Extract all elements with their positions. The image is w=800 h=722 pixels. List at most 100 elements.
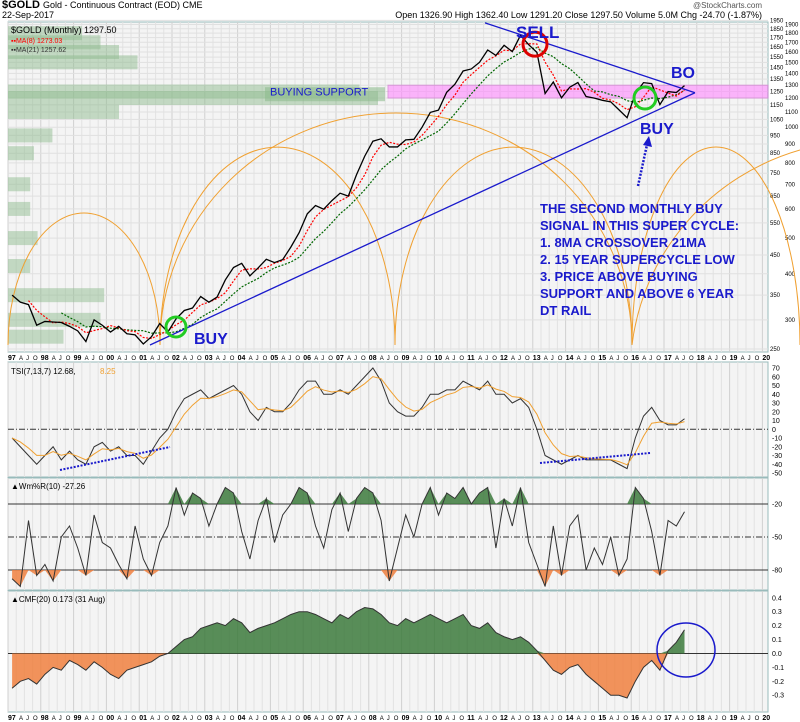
volume-by-price-bar: [8, 329, 64, 344]
y-tick-label: 1750: [770, 36, 784, 42]
downtrend-line: [484, 22, 696, 94]
x-minor-label: A: [478, 356, 482, 362]
positive-area: [12, 607, 685, 654]
x-minor-label: A: [249, 356, 253, 362]
y-tick-label: 1600: [785, 50, 799, 56]
x-minor-label: J: [748, 716, 751, 722]
x-minor-label: O: [722, 356, 727, 362]
x-minor-label: O: [33, 716, 38, 722]
x-minor-label: J: [321, 716, 324, 722]
x-tick-label: 03: [205, 715, 213, 722]
x-tick-label: 11: [467, 715, 475, 722]
x-tick-label: 20: [762, 715, 770, 722]
cmf-legend: ▲CMF(20) 0.173 (31 Aug): [11, 595, 106, 604]
x-minor-label: O: [558, 716, 563, 722]
y-tick-label: 20: [772, 409, 780, 416]
x-minor-label: O: [623, 356, 628, 362]
y-tick-label: 0.1: [772, 637, 782, 644]
y-tick-label: -10: [772, 436, 782, 443]
volume-by-price-bar: [8, 312, 101, 327]
description: Gold - Continuous Contract (EOD) CME: [42, 0, 203, 10]
annotation-note-line: 1. 8MA CROSSOVER 21MA: [540, 235, 707, 250]
y-tick-label: 1250: [770, 89, 784, 95]
x-tick-label: 13: [533, 715, 541, 722]
x-minor-label: A: [85, 716, 89, 722]
x-tick-label: 16: [631, 355, 639, 362]
x-minor-label: A: [609, 356, 613, 362]
y-tick-label: 1200: [785, 96, 799, 102]
x-minor-label: J: [616, 716, 619, 722]
x-tick-label: 08: [369, 355, 377, 362]
buying-support-label: BUYING SUPPORT: [270, 86, 368, 98]
x-minor-label: A: [117, 356, 121, 362]
chart-date: 22-Sep-2017: [2, 10, 55, 20]
y-tick-label: 1300: [785, 83, 799, 89]
y-tick-label: 650: [770, 194, 781, 200]
x-tick-label: 12: [500, 715, 508, 722]
y-tick-label: 1550: [770, 55, 784, 61]
x-minor-label: O: [328, 716, 333, 722]
price-line: [11, 34, 685, 345]
cycle-arc: [7, 212, 161, 346]
x-minor-label: J: [387, 356, 390, 362]
x-minor-label: O: [459, 356, 464, 362]
x-minor-label: J: [354, 716, 357, 722]
volume-by-price-bar: [8, 104, 119, 119]
y-tick-label: 1400: [785, 71, 799, 77]
buy-circle: [164, 315, 188, 339]
x-tick-label: 15: [598, 715, 606, 722]
x-minor-label: O: [591, 716, 596, 722]
y-tick-label: 30: [772, 401, 780, 408]
x-tick-label: 07: [336, 355, 344, 362]
y-tick-label: 850: [770, 151, 781, 157]
y-tick-label: 950: [770, 133, 781, 139]
y-tick-label: 1850: [770, 27, 784, 33]
x-minor-label: O: [197, 716, 202, 722]
x-tick-label: 06: [303, 715, 311, 722]
cycle-arc-large: [159, 112, 633, 346]
x-minor-label: J: [616, 356, 619, 362]
x-minor-label: J: [157, 716, 160, 722]
x-minor-label: O: [230, 356, 235, 362]
buy-label: BUY: [194, 331, 228, 348]
x-tick-label: 14: [566, 715, 574, 722]
x-minor-label: A: [642, 716, 646, 722]
x-minor-label: J: [715, 356, 718, 362]
x-tick-label: 08: [369, 715, 377, 722]
x-minor-label: J: [26, 356, 29, 362]
x-minor-label: A: [478, 716, 482, 722]
x-tick-label: 02: [172, 355, 180, 362]
x-minor-label: J: [387, 716, 390, 722]
x-minor-label: O: [394, 716, 399, 722]
x-tick-label: 97: [8, 355, 16, 362]
y-tick-label: 50: [772, 383, 780, 390]
x-minor-label: O: [131, 716, 136, 722]
volume-by-price-bar: [8, 177, 31, 192]
x-minor-label: J: [518, 716, 521, 722]
x-minor-label: A: [675, 716, 679, 722]
x-minor-label: J: [452, 716, 455, 722]
x-minor-label: O: [99, 716, 104, 722]
x-minor-label: A: [183, 716, 187, 722]
x-minor-label: J: [92, 356, 95, 362]
y-tick-label: 0.3: [772, 609, 782, 616]
x-minor-label: O: [755, 716, 760, 722]
y-tick-label: -0.1: [772, 665, 784, 672]
ma21-legend: ▪▪MA(21) 1257.62: [11, 47, 66, 54]
x-tick-label: 10: [434, 715, 442, 722]
y-tick-label: 1100: [785, 110, 799, 116]
tsi-legend: TSI(7,13,7) 12.68,: [11, 367, 75, 376]
indicator-line: [11, 486, 685, 588]
x-tick-label: 05: [270, 355, 278, 362]
wr-legend: ▲Wm%R(10) -27.26: [11, 482, 86, 491]
x-tick-label: 18: [697, 715, 705, 722]
cycle-arc-large: [631, 149, 800, 346]
y-tick-label: 60: [772, 374, 780, 381]
y-tick-label: 1950: [770, 18, 784, 24]
arrow-head-icon: [643, 136, 652, 147]
x-tick-label: 14: [566, 355, 574, 362]
x-minor-label: A: [445, 716, 449, 722]
cycle-arc: [159, 146, 396, 346]
x-minor-label: A: [413, 356, 417, 362]
